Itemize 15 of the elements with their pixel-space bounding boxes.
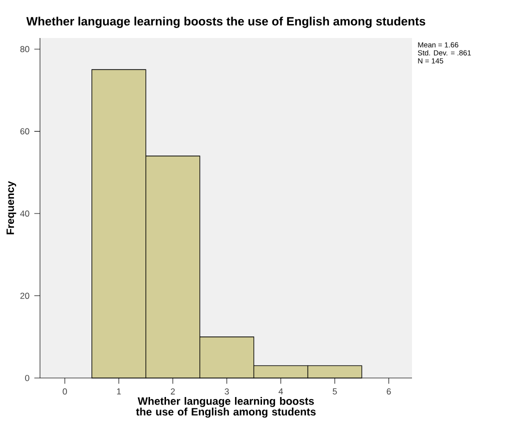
x-tick-label: 1 [117, 388, 121, 394]
x-tick-label: 3 [224, 388, 229, 395]
x-tick-label: 4 [278, 388, 283, 394]
x-axis-title: Whether language learning boosts the use of English among students [136, 397, 316, 418]
x-tick-label: 5 [332, 388, 337, 394]
chart-title: Whether language learning boosts the use of English among students [26, 16, 426, 28]
y-tick-label: 40 [20, 210, 30, 217]
x-tick-label: 6 [386, 388, 391, 395]
y-tick-label: 60 [20, 128, 30, 134]
x-tick-label: 0 [62, 388, 67, 395]
y-tick-label: 20 [20, 292, 30, 299]
y-axis-title: Frequency [6, 181, 16, 234]
y-tick-label: 0 [25, 374, 30, 382]
x-tick-label: 2 [170, 388, 175, 394]
y-tick-label: 80 [20, 46, 30, 52]
